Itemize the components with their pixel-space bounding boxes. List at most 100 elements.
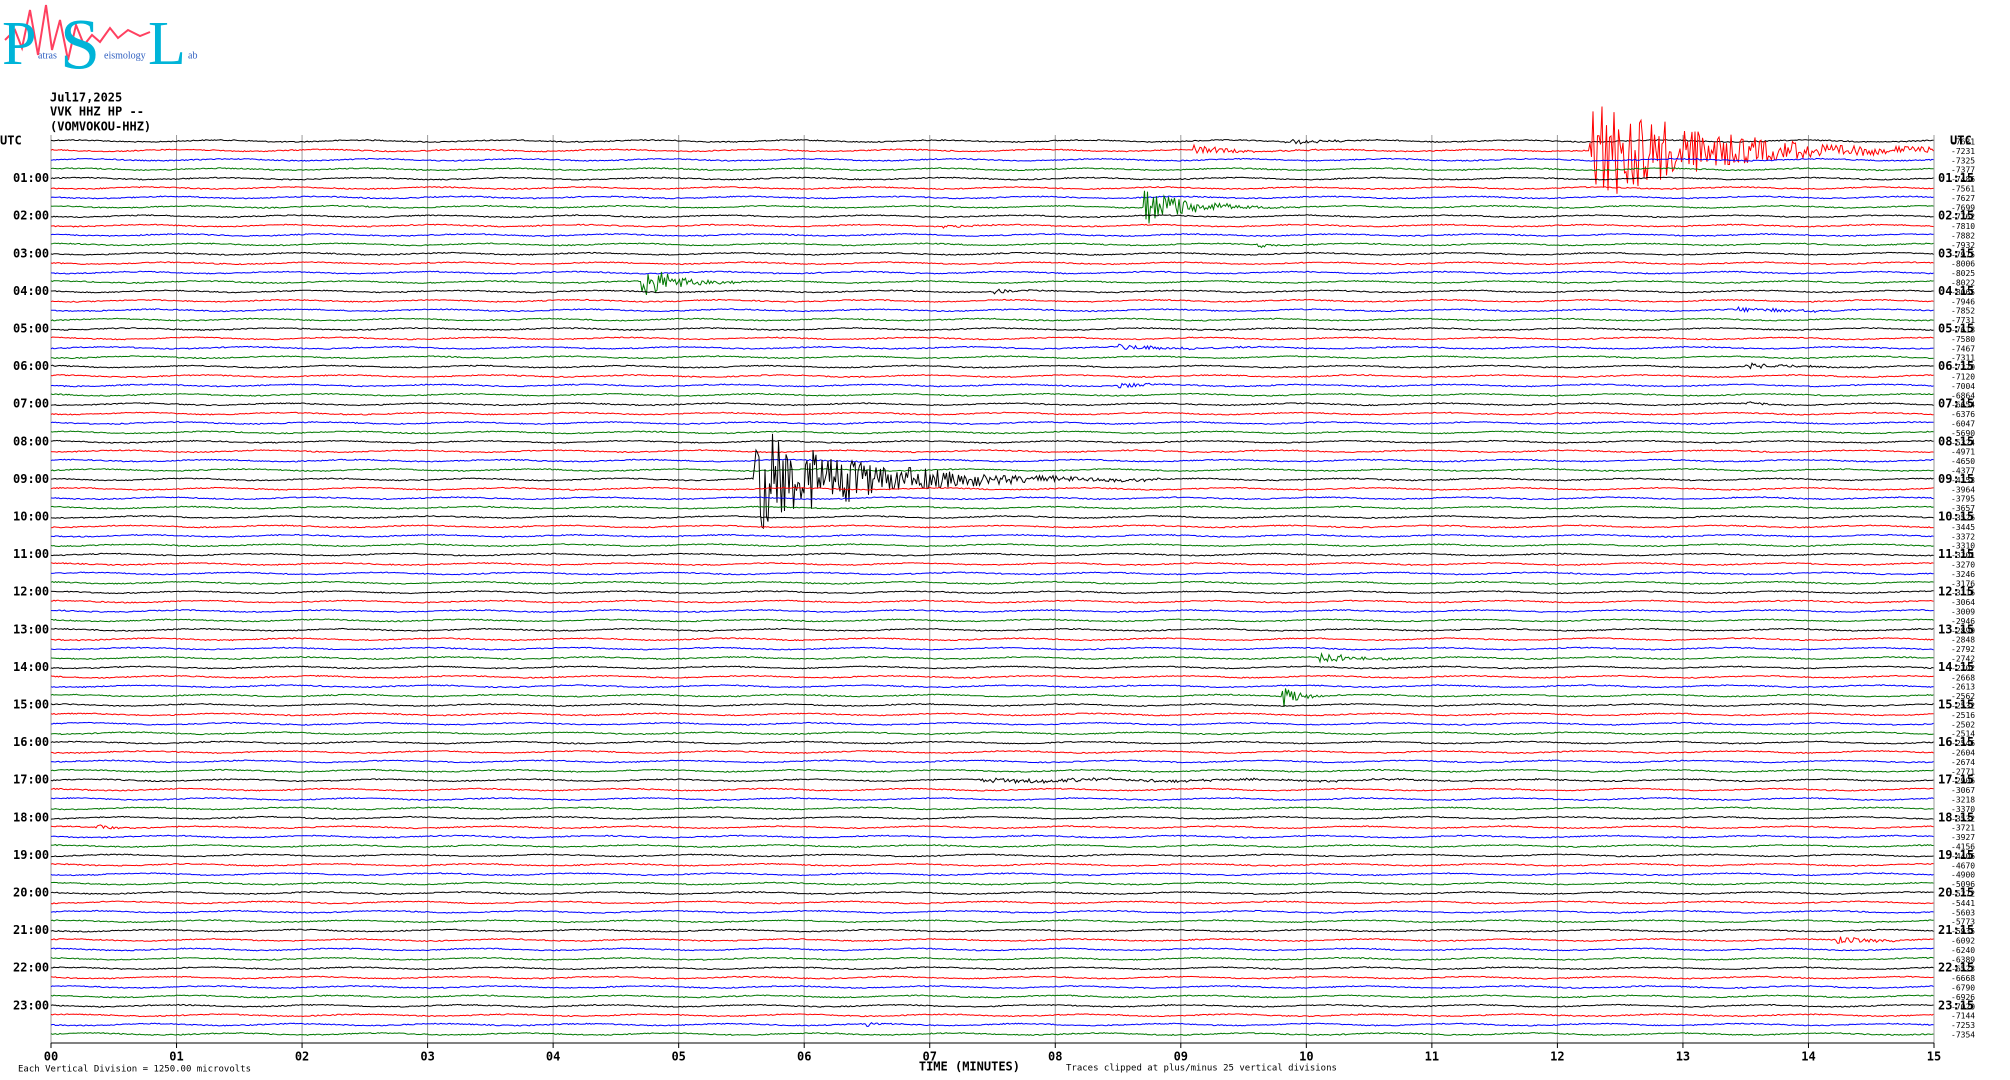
row-offset: -4406 — [1951, 852, 1975, 861]
row-label-left: 05:00 — [13, 322, 49, 336]
trace — [50, 684, 1934, 689]
x-tick-label: 09 — [1174, 1050, 1188, 1064]
trace — [50, 843, 1934, 848]
row-offset: -3532 — [1951, 814, 1975, 823]
row-offset: -7231 — [1951, 147, 1975, 156]
trace — [50, 157, 1934, 162]
row-offset: -3218 — [1951, 796, 1975, 805]
row-offset: -2562 — [1951, 692, 1975, 701]
row-offset: -3657 — [1951, 504, 1975, 513]
trace — [50, 712, 1934, 717]
row-offset: -5272 — [1951, 890, 1975, 899]
trace — [50, 433, 1934, 529]
trace — [50, 298, 1934, 303]
x-tick-label: 12 — [1550, 1050, 1564, 1064]
trace — [50, 270, 1934, 275]
logo-word: atras — [38, 50, 57, 61]
row-offset: -6047 — [1951, 420, 1975, 429]
row-offset: -2848 — [1951, 636, 1975, 645]
row-label-right: 07:15 — [1938, 397, 1974, 411]
trace — [50, 468, 1934, 472]
row-label-right: 04:15 — [1938, 284, 1974, 298]
traces — [50, 106, 1934, 1036]
trace — [50, 514, 1934, 519]
trace — [50, 740, 1934, 745]
row-offset: -2674 — [1951, 758, 1975, 767]
trace — [50, 834, 1934, 839]
row-offset: -2668 — [1951, 673, 1975, 682]
row-offset: -2906 — [1951, 777, 1975, 786]
trace — [50, 1013, 1934, 1018]
row-label-left: 15:00 — [13, 698, 49, 712]
trace — [50, 872, 1934, 877]
row-offset: -7946 — [1951, 297, 1975, 306]
row-offset: -7627 — [1951, 194, 1975, 203]
row-offset: -2502 — [1951, 720, 1975, 729]
row-label-left: 13:00 — [13, 622, 49, 636]
row-label-right: 13:15 — [1938, 622, 1974, 636]
row-offset: -7699 — [1951, 203, 1975, 212]
row-offset: -2702 — [1951, 664, 1975, 673]
row-label-right: 09:15 — [1938, 472, 1974, 486]
trace — [50, 1022, 1934, 1028]
x-tick-label: 01 — [169, 1050, 183, 1064]
row-label-left: 23:00 — [13, 998, 49, 1012]
trace — [50, 853, 1934, 858]
row-label-right: 20:15 — [1938, 886, 1974, 900]
trace — [50, 985, 1934, 989]
row-offset: -3721 — [1951, 824, 1975, 833]
row-offset: -5935 — [1951, 927, 1975, 936]
trace — [50, 439, 1934, 444]
trace — [50, 1031, 1934, 1036]
trace — [50, 768, 1934, 773]
trace — [50, 787, 1934, 792]
row-offset: -7467 — [1951, 344, 1975, 353]
trace — [50, 317, 1934, 322]
logo-wave — [4, 4, 151, 61]
row-offset: -6240 — [1951, 946, 1975, 955]
row-offset: -7144 — [1951, 1012, 1975, 1021]
title-line: (VOMVOKOU-HHZ) — [50, 120, 151, 134]
row-label-left: 12:00 — [13, 585, 49, 599]
trace — [51, 288, 1934, 295]
row-offset: -4670 — [1951, 861, 1975, 870]
trace — [50, 430, 1934, 435]
row-label-right: 02:15 — [1938, 209, 1974, 223]
trace — [50, 646, 1934, 651]
row-offset: -2771 — [1951, 767, 1975, 776]
row-label-right: 17:15 — [1938, 773, 1974, 787]
row-offset: -5603 — [1951, 908, 1975, 917]
row-offset: -4153 — [1951, 476, 1975, 485]
row-label-right: 10:15 — [1938, 510, 1974, 524]
trace — [50, 392, 1934, 397]
row-label-right: 06:15 — [1938, 359, 1974, 373]
x-tick-label: 10 — [1299, 1050, 1313, 1064]
row-label-right: 19:15 — [1938, 848, 1974, 862]
row-offset: -4900 — [1951, 871, 1975, 880]
trace — [50, 261, 1934, 266]
row-offset: -5324 — [1951, 438, 1975, 447]
row-offset: -7020 — [1951, 1002, 1975, 1011]
row-offset: -3927 — [1951, 833, 1975, 842]
row-label-right: UTC — [1950, 134, 1972, 148]
trace — [51, 599, 1934, 604]
trace — [50, 580, 1934, 585]
row-offset: -3445 — [1951, 523, 1975, 532]
row-offset: -2532 — [1951, 702, 1975, 711]
row-offset: -6926 — [1951, 993, 1975, 1002]
row-offset: -7325 — [1951, 156, 1975, 165]
row-offset: -7882 — [1951, 232, 1975, 241]
trace — [50, 966, 1934, 971]
x-tick-label: 15 — [1927, 1050, 1941, 1064]
trace — [50, 251, 1934, 256]
trace — [50, 975, 1934, 980]
trace — [50, 891, 1934, 895]
trace — [50, 336, 1934, 341]
trace — [50, 421, 1934, 425]
row-offset: -3064 — [1951, 598, 1975, 607]
row-offset: -7975 — [1951, 250, 1975, 259]
row-offset: -7004 — [1951, 382, 1975, 391]
row-offset: -2946 — [1951, 617, 1975, 626]
